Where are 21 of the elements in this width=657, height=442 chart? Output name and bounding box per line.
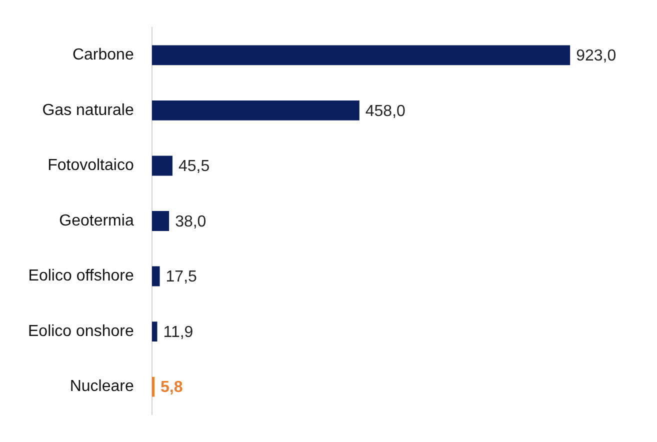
data-label: 458,0 xyxy=(365,102,406,120)
y-tick-label: Gas naturale xyxy=(42,102,134,119)
data-label: 17,5 xyxy=(166,268,198,286)
bar xyxy=(152,266,160,286)
bar xyxy=(152,100,360,120)
bar xyxy=(152,376,154,397)
bar xyxy=(152,45,570,66)
data-label: 11,9 xyxy=(163,324,194,341)
y-tick-label: Nucleare xyxy=(70,378,134,396)
bar xyxy=(152,156,172,176)
y-tick-label: Eolico onshore xyxy=(28,322,134,340)
data-label: 5,8 xyxy=(160,379,183,396)
bar xyxy=(152,322,158,342)
bar xyxy=(152,211,170,231)
data-label: 38,0 xyxy=(175,213,206,230)
y-tick-label: Geotermia xyxy=(59,212,134,230)
y-tick-label: Fotovoltaico xyxy=(48,157,134,174)
data-label: 45,5 xyxy=(178,158,210,176)
y-tick-label: Eolico offshore xyxy=(28,268,134,285)
y-tick-label: Carbone xyxy=(72,46,134,64)
data-label: 923,0 xyxy=(576,48,616,65)
